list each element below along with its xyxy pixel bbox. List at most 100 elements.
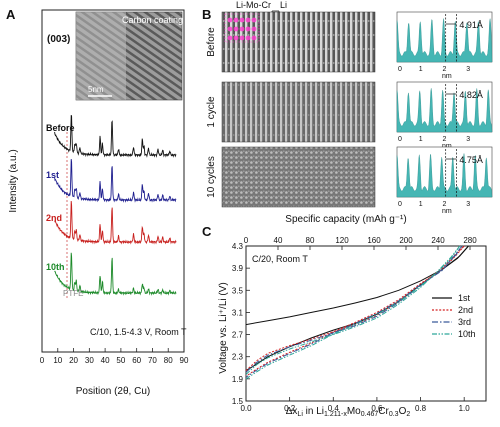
panel-c-ylabel: Voltage vs. Li⁺/Li (V) [218,282,229,373]
panel-c-xtick-label: 0.6 [371,404,383,413]
series-1st-discharge [245,245,469,372]
series-2nd-discharge [245,245,465,377]
series-10th-charge [245,245,461,375]
panel-c-ytick-label: 2.7 [232,331,244,340]
atom-model-box [224,13,260,43]
panel-a-xtick-label: 20 [69,356,78,365]
stem-row-label: Before [206,27,217,57]
label-li: Li [280,0,287,10]
panel-c-xlabel: ΔxLi in Li1.211-xMo0.467Cr0.3O2 [286,406,411,418]
panel-c-x2tick-label: 200 [399,236,413,245]
panel-a-xtick-label: 0 [40,356,45,365]
panel-a-xticks: 0 10 20 30 40 50 60 70 80 90 [40,348,189,365]
panel-c-x2tick-label: 160 [367,236,381,245]
panel-c-x2tick-label: 280 [463,236,477,245]
profile-xtick-label: 0 [398,136,402,143]
legend-entry: 3rd [458,317,471,327]
stem-row-label: 10 cycles [206,156,217,198]
profile-xtick-label: 0 [398,66,402,73]
atom-model-dot [239,35,245,41]
panel-c-series [245,245,469,380]
panel-c-title: C/20, Room T [252,254,308,264]
panel-a-ylabel: Intensity (a.u.) [8,149,19,212]
panel-c-xtick-label: 0.4 [328,404,340,413]
panel-c-xtick-label: 0.2 [284,404,296,413]
peak-label-003: (003) [47,34,70,45]
label-li-mo-cr: Li-Mo-Cr [236,0,271,10]
profile-xtick-label: 3 [466,136,470,143]
profile-xtick-label: 3 [466,66,470,73]
legend-entry: 1st [458,293,471,303]
panel-c-xtick-label: 0.0 [240,404,252,413]
legend-entry: 10th [458,329,476,339]
panel-a-xtick-label: 40 [101,356,110,365]
profile-xtick-label: 0 [398,201,402,208]
panel-c-ytick-label: 3.5 [232,286,244,295]
panel-c-ytick-label: 3.9 [232,264,244,273]
spacing-label: 4.91Å [459,20,483,30]
panel-a-xtick-label: 80 [164,356,173,365]
stem-image-1-cycle [221,81,376,143]
panel-a-xtick-label: 30 [85,356,94,365]
xrd-trace-label: 10th [46,262,65,272]
panel-a-xtick-label: 50 [116,356,125,365]
panel-a-conditions: C/10, 1.5-4.3 V, Room T [90,327,187,337]
intensity-profile-area [396,18,493,63]
panel-a-frame [41,9,185,353]
atom-model-dot [239,17,245,23]
profile-xtick-label: 2 [443,201,447,208]
panel-c-x2tick-label: 40 [274,236,283,245]
inset-title: Carbon coating [122,15,183,25]
atom-model-dot [251,26,257,32]
panel-a-xtick-label: 60 [132,356,141,365]
panel-c-x2tick-label: 0 [244,236,249,245]
atom-model-dot [245,17,251,23]
intensity-profile-area [396,153,493,198]
panel-c-frame [245,245,487,402]
atom-model-dot [233,17,239,23]
tem-inset-image [75,11,183,101]
panel-c-axes: 0.0 0.2 0.4 0.6 0.8 1.0 0 40 80 120 160 200 240 280 1.… [232,236,477,413]
panel-c-x2label: Specific capacity (mAh g⁻¹) [285,214,406,225]
profile-xtick-label: 2 [443,136,447,143]
series-10th-discharge [245,245,461,380]
profile-xtick-label: 3 [466,201,470,208]
panel-label-a: A [6,7,16,22]
panel-a-xtick-label: 90 [180,356,189,365]
spacing-label: 4.82Å [459,90,483,100]
panel-a-xtick-label: 10 [53,356,62,365]
panel-a-xtick-label: 70 [148,356,157,365]
panel-c-x2tick-label: 80 [306,236,315,245]
xrd-trace-before [54,114,177,158]
panel-c-ytick-label: 4.3 [232,242,244,251]
atom-model-dot [239,26,245,32]
panel-c-ytick-label: 1.9 [232,375,244,384]
xrd-trace-label: Before [46,123,75,133]
atom-model-dot [245,35,251,41]
panel-label-b: B [202,7,211,22]
atom-model-dot [233,26,239,32]
profile-xlabel: nm [442,208,452,215]
atom-model-dot [245,26,251,32]
legend-entry: 2nd [458,305,473,315]
panel-c-ytick-label: 1.5 [232,397,244,406]
intensity-profile-area [396,88,493,133]
panel-c-legend: 1st 2nd 3rd 10th [432,293,476,339]
series-3rd-discharge [245,245,463,378]
panel-a-traces [54,114,177,296]
panel-c-ytick-label: 3.1 [232,308,244,317]
ptfe-label: PTFE [63,289,83,298]
profile-xtick-label: 1 [419,136,423,143]
xrd-trace-1st [54,159,177,203]
spacing-label: 4.75Å [459,155,483,165]
atom-model-dot [251,17,257,23]
stem-image-10-cycles [221,146,376,208]
xrd-trace-2nd [54,200,177,245]
stem-row-label: 1 cycle [206,96,217,128]
panel-c-x2tick-label: 120 [335,236,349,245]
panel-c-ytick-label: 2.3 [232,353,244,362]
profile-xtick-label: 1 [419,201,423,208]
profile-xlabel: nm [442,143,452,150]
panel-c-xtick-label: 0.8 [415,404,427,413]
